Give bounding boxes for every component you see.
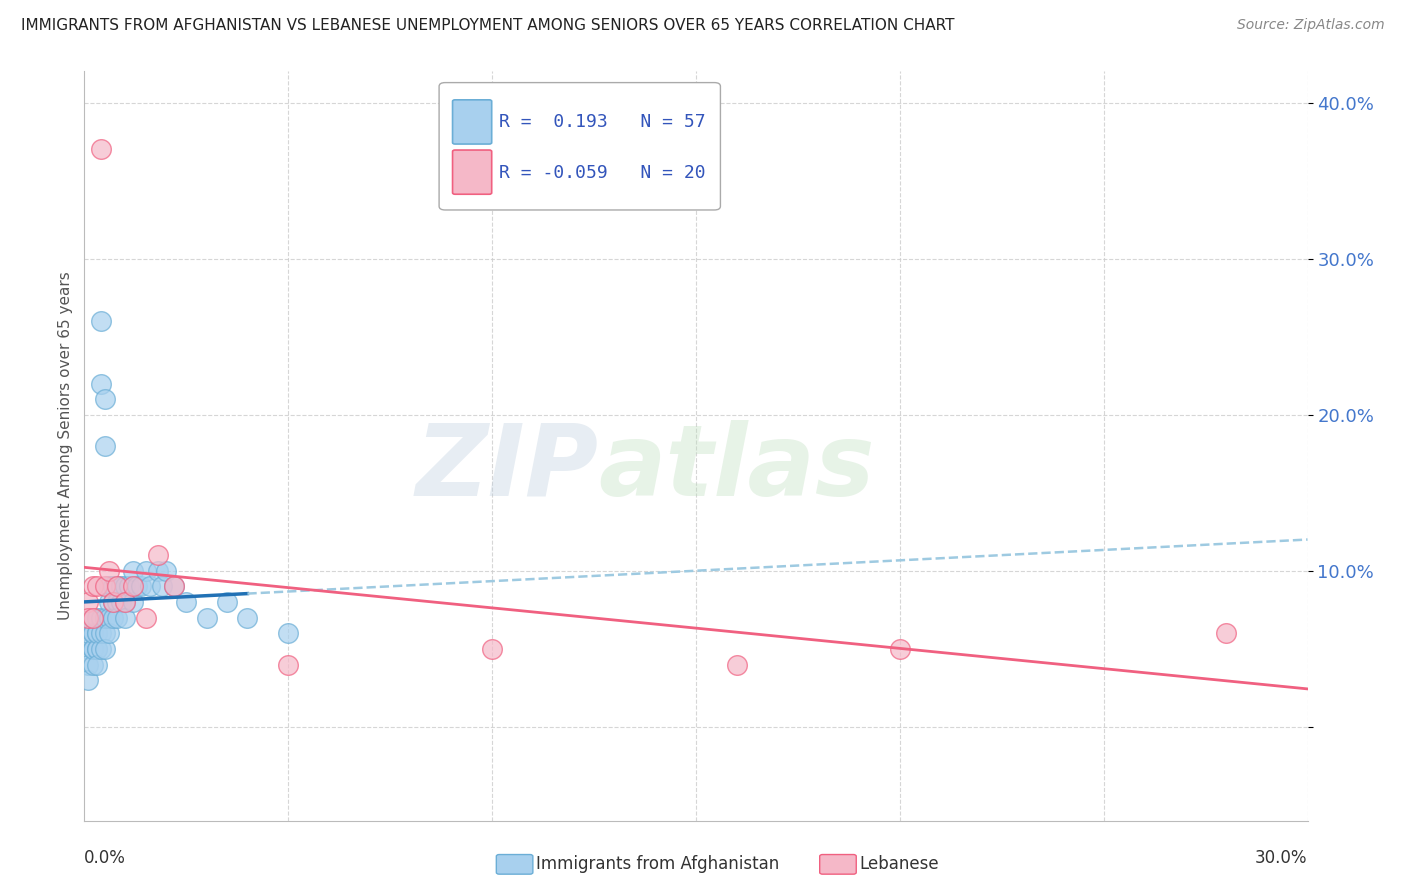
Point	[131, 580, 153, 594]
Point	[138, 580, 160, 594]
Point	[122, 580, 145, 594]
Point	[90, 626, 112, 640]
Text: 30.0%: 30.0%	[1256, 849, 1308, 867]
Point	[82, 626, 104, 640]
Y-axis label: Unemployment Among Seniors over 65 years: Unemployment Among Seniors over 65 years	[58, 272, 73, 620]
Point	[135, 564, 157, 578]
Point	[77, 595, 100, 609]
Point	[90, 314, 112, 328]
Point	[122, 564, 145, 578]
Point	[118, 580, 141, 594]
Text: ZIP: ZIP	[415, 420, 598, 517]
Text: Source: ZipAtlas.com: Source: ZipAtlas.com	[1237, 18, 1385, 32]
Point	[93, 439, 115, 453]
Point	[217, 595, 239, 609]
Point	[77, 673, 100, 688]
Point	[110, 595, 132, 609]
Point	[101, 580, 124, 594]
Point	[105, 611, 128, 625]
Point	[97, 580, 120, 594]
Text: Immigrants from Afghanistan: Immigrants from Afghanistan	[536, 855, 779, 873]
Point	[101, 595, 124, 609]
Point	[90, 376, 112, 391]
Point	[110, 580, 132, 594]
Point	[1215, 626, 1237, 640]
Point	[101, 611, 124, 625]
FancyBboxPatch shape	[453, 100, 492, 144]
Point	[82, 657, 104, 672]
Point	[97, 595, 120, 609]
Point	[101, 595, 124, 609]
Point	[77, 657, 100, 672]
Text: 0.0%: 0.0%	[84, 849, 127, 867]
Point	[146, 548, 169, 563]
Point	[90, 611, 112, 625]
Point	[86, 580, 108, 594]
Point	[82, 611, 104, 625]
Point	[82, 642, 104, 657]
Point	[82, 611, 104, 625]
Point	[481, 642, 503, 657]
Text: Lebanese: Lebanese	[859, 855, 939, 873]
Text: R = -0.059   N = 20: R = -0.059 N = 20	[499, 163, 706, 181]
Point	[86, 657, 108, 672]
Point	[122, 595, 145, 609]
Point	[86, 642, 108, 657]
Point	[93, 642, 115, 657]
Point	[135, 611, 157, 625]
Point	[277, 657, 299, 672]
Text: IMMIGRANTS FROM AFGHANISTAN VS LEBANESE UNEMPLOYMENT AMONG SENIORS OVER 65 YEARS: IMMIGRANTS FROM AFGHANISTAN VS LEBANESE …	[21, 18, 955, 33]
Point	[86, 626, 108, 640]
Point	[97, 611, 120, 625]
Point	[114, 595, 136, 609]
Point	[93, 392, 115, 407]
Point	[174, 595, 197, 609]
Point	[105, 595, 128, 609]
Point	[77, 626, 100, 640]
Point	[236, 611, 259, 625]
Point	[90, 642, 112, 657]
FancyBboxPatch shape	[453, 150, 492, 194]
Point	[93, 611, 115, 625]
Text: R =  0.193   N = 57: R = 0.193 N = 57	[499, 113, 706, 131]
Point	[105, 580, 128, 594]
Point	[86, 642, 108, 657]
Point	[163, 580, 186, 594]
Point	[114, 595, 136, 609]
Point	[93, 580, 115, 594]
Text: atlas: atlas	[598, 420, 875, 517]
Point	[82, 626, 104, 640]
Point	[146, 564, 169, 578]
Point	[150, 580, 173, 594]
Point	[97, 626, 120, 640]
Point	[86, 626, 108, 640]
Point	[155, 564, 177, 578]
Point	[105, 580, 128, 594]
Point	[114, 580, 136, 594]
Point	[127, 580, 149, 594]
Point	[163, 580, 186, 594]
Point	[77, 642, 100, 657]
Point	[195, 611, 218, 625]
Point	[114, 611, 136, 625]
Point	[77, 611, 100, 625]
FancyBboxPatch shape	[439, 83, 720, 210]
Point	[82, 642, 104, 657]
Point	[725, 657, 748, 672]
Point	[90, 143, 112, 157]
Point	[889, 642, 911, 657]
Point	[277, 626, 299, 640]
Point	[86, 611, 108, 625]
Point	[97, 564, 120, 578]
Point	[82, 580, 104, 594]
Point	[93, 626, 115, 640]
